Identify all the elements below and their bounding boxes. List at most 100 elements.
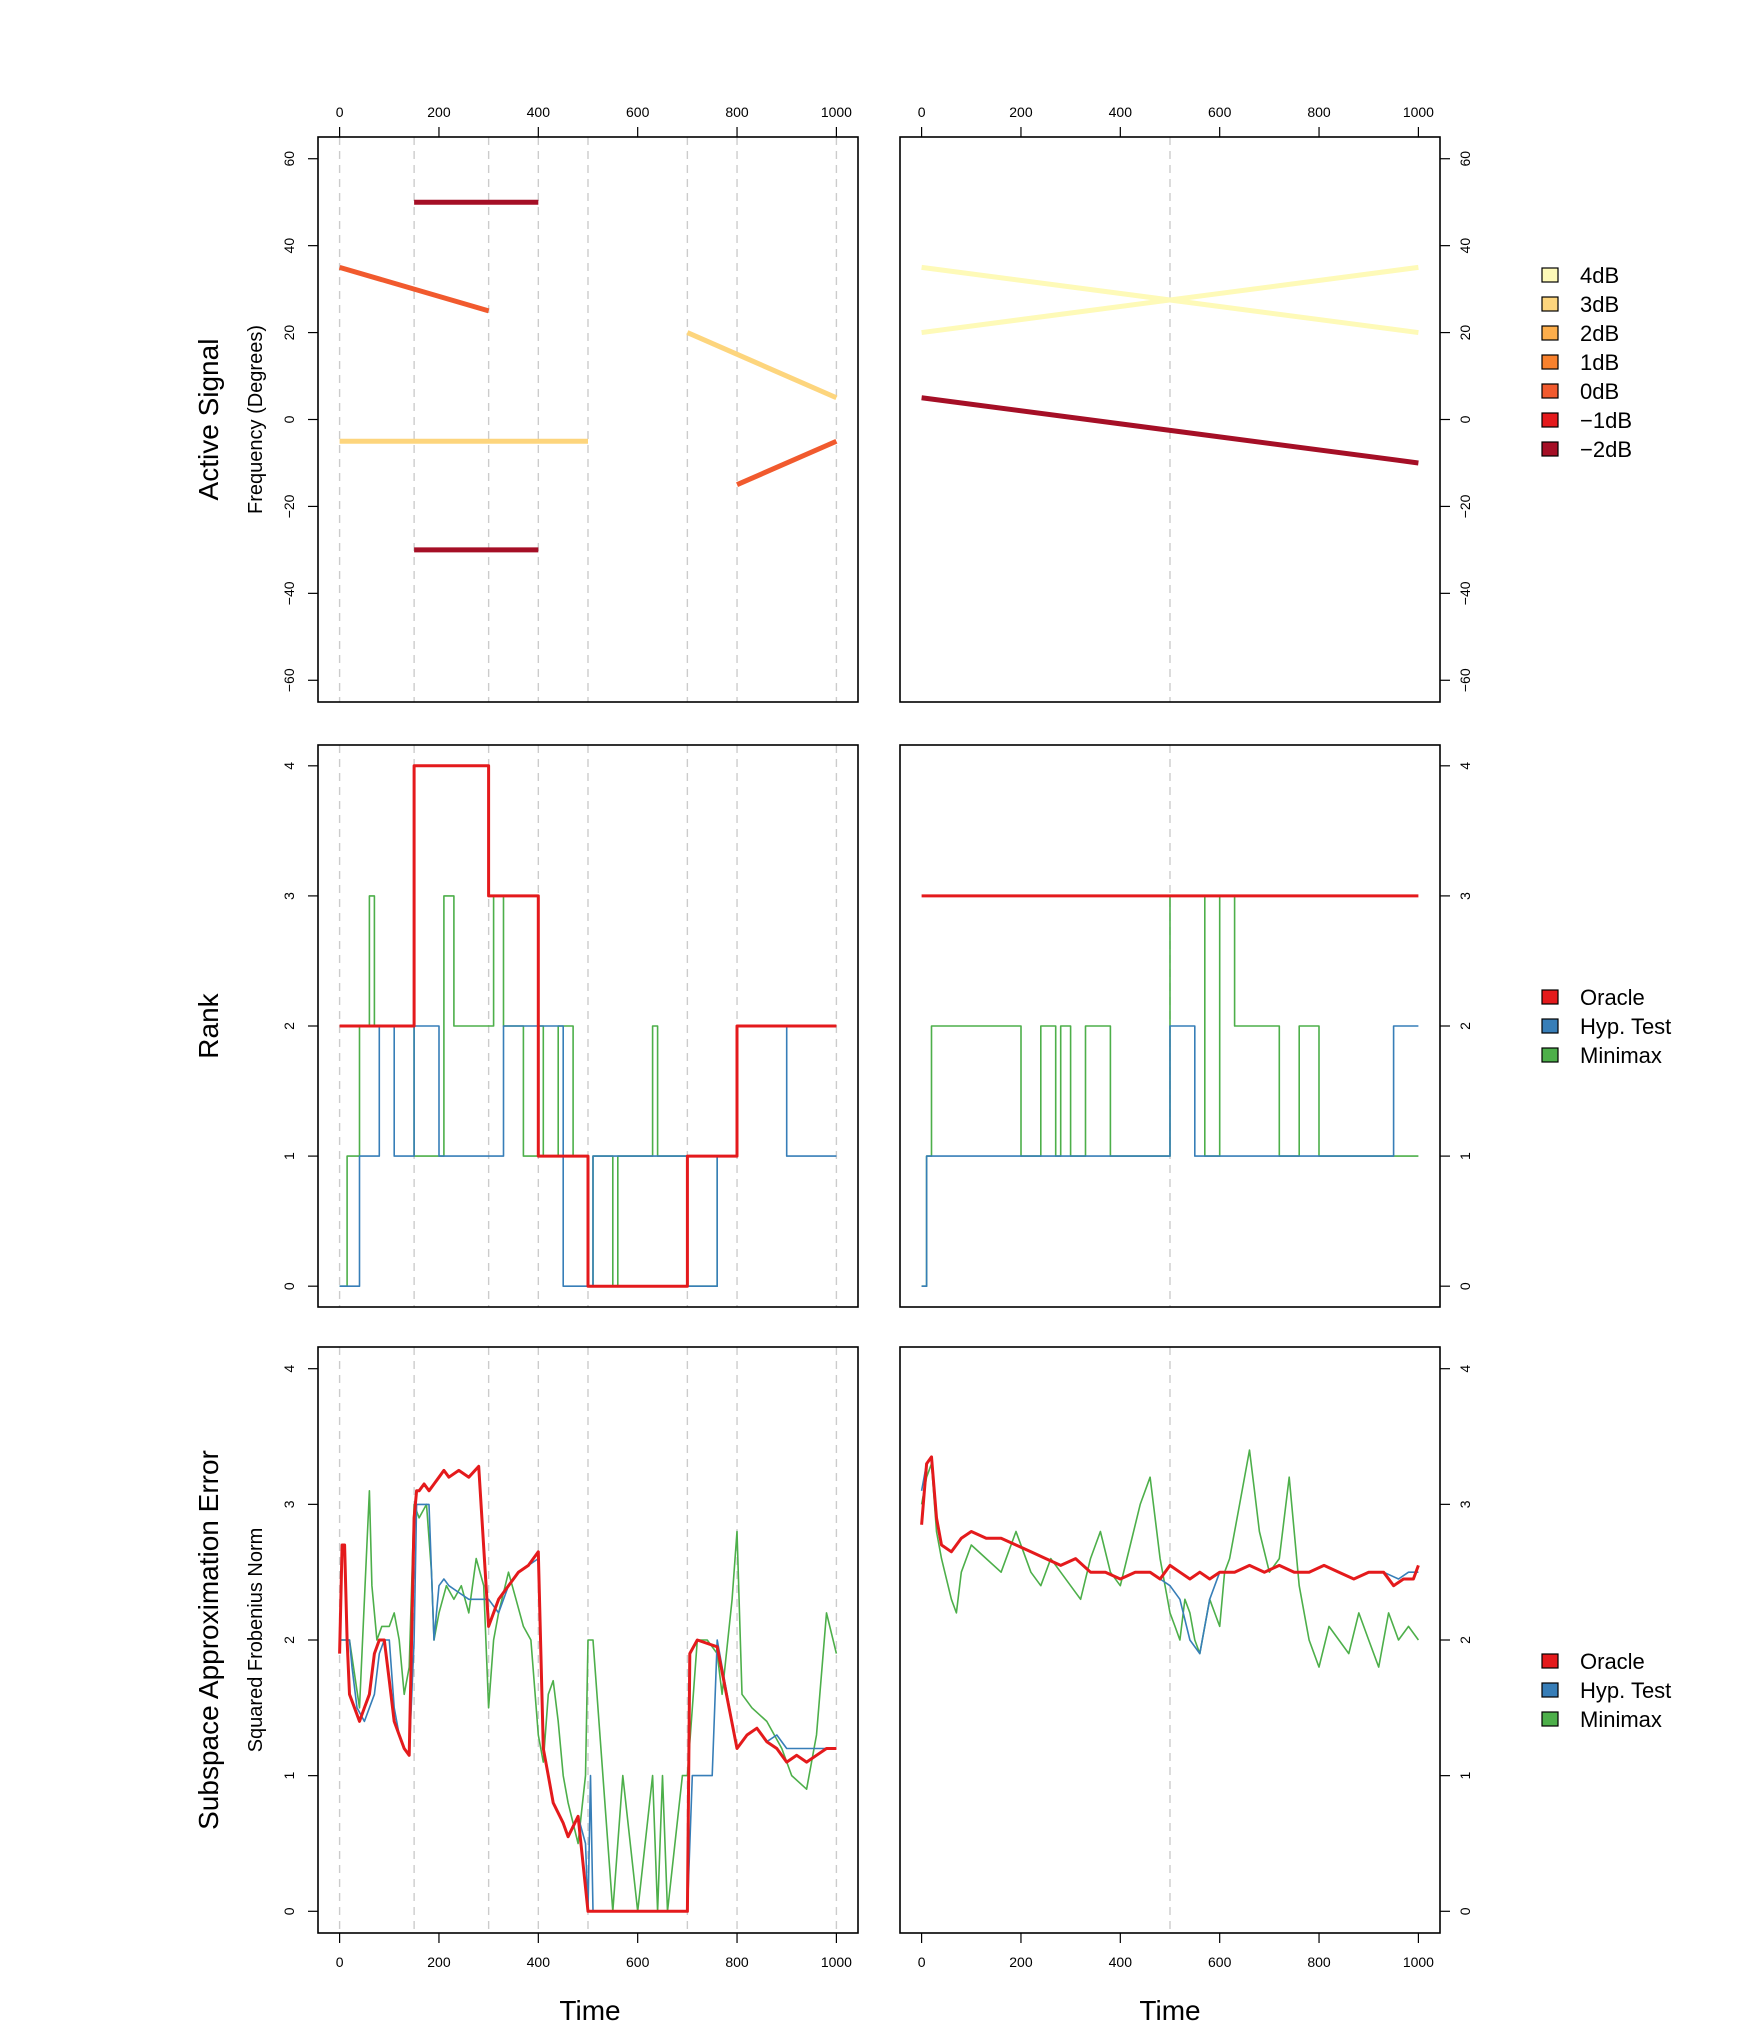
signal-segment [921, 395, 1419, 466]
legend-label: Oracle [1580, 1649, 1645, 1674]
x-tick-label: 200 [1009, 104, 1033, 120]
y-tick-label: −20 [281, 494, 297, 518]
plot-area [338, 199, 838, 553]
y-tick-label: 1 [1457, 1772, 1473, 1780]
y-axis-sublabel: Squared Frobenius Norm [245, 1528, 267, 1753]
y-tick-label: 2 [281, 1022, 297, 1030]
legend-swatch [1541, 1711, 1559, 1727]
x-tick-label: 200 [427, 1954, 451, 1970]
y-tick-label: 2 [1457, 1636, 1473, 1644]
y-tick-label: −20 [1457, 494, 1473, 518]
series-line-minimax [339, 1490, 838, 1913]
y-tick-label: 2 [281, 1636, 297, 1644]
panel-rank-left: 4 3 2 1 0 Rank [193, 744, 859, 1308]
x-tick-label: 200 [427, 104, 451, 120]
signal-segment [686, 330, 838, 401]
panel-error-left: 4 3 2 1 0 0 200 400 600 800 1000 Subspace Approxima… [193, 1346, 859, 1970]
signal-segment [736, 438, 838, 487]
series-line-hyp-test [921, 1025, 1419, 1287]
plot-area [921, 894, 1419, 1287]
y-tick-label: −60 [1457, 668, 1473, 692]
legend-swatch [1541, 989, 1559, 1005]
legend-swatch [1541, 1018, 1559, 1034]
legend-label: 1dB [1580, 350, 1619, 375]
x-tick-label: 0 [918, 1954, 926, 1970]
x-tick-label: 0 [336, 1954, 344, 1970]
x-tick-label: 800 [725, 104, 749, 120]
legend-label: Oracle [1580, 985, 1645, 1010]
x-tick-label: 600 [1208, 104, 1232, 120]
x-tick-label: 0 [336, 104, 344, 120]
x-tick-label: 400 [527, 1954, 551, 1970]
x-tick-label: 400 [1109, 104, 1133, 120]
y-tick-label: 60 [1457, 151, 1473, 167]
panel-rank-right: 4 3 2 1 0 [899, 744, 1473, 1308]
plot-area [338, 1464, 838, 1913]
y-tick-label: 2 [1457, 1022, 1473, 1030]
legend-label: −2dB [1580, 437, 1632, 462]
signal-segment [921, 264, 1419, 336]
x-axis-label-right: Time [1139, 1995, 1200, 2026]
y-tick-label: 0 [1457, 1907, 1473, 1915]
legend-error: Oracle Hyp. Test Minimax [1541, 1649, 1671, 1732]
y-tick-label: 40 [281, 238, 297, 254]
y-tick-label: 4 [281, 762, 297, 770]
y-axis-label: Rank [193, 992, 224, 1058]
plot-area [339, 764, 837, 1288]
legend-swatch [1541, 412, 1559, 428]
legend-label: 4dB [1580, 263, 1619, 288]
x-tick-label: 200 [1009, 1954, 1033, 1970]
y-tick-label: 1 [281, 1772, 297, 1780]
x-tick-label: 800 [725, 1954, 749, 1970]
x-tick-label: 600 [1208, 1954, 1232, 1970]
y-tick-label: 40 [1457, 238, 1473, 254]
legend-swatch [1541, 383, 1559, 399]
y-tick-label: 0 [281, 1907, 297, 1915]
legend-swatch [1541, 325, 1559, 341]
x-tick-label: 800 [1307, 1954, 1331, 1970]
y-tick-label: 3 [281, 1500, 297, 1508]
x-tick-label: 600 [626, 1954, 650, 1970]
y-tick-label: 3 [281, 892, 297, 900]
series-line-oracle [338, 1464, 837, 1913]
legend-label: Minimax [1580, 1707, 1662, 1732]
y-axis-label: Active Signal [193, 339, 224, 501]
y-tick-label: 3 [1457, 892, 1473, 900]
y-tick-label: 4 [1457, 1365, 1473, 1373]
y-tick-label: 4 [1457, 762, 1473, 770]
y-tick-label: 0 [281, 415, 297, 423]
plot-area [921, 264, 1419, 466]
legend-swatch [1541, 1682, 1559, 1698]
series-line-minimax [920, 1449, 1420, 1668]
legend-label: 3dB [1580, 292, 1619, 317]
y-tick-label: −40 [1457, 581, 1473, 605]
y-tick-label: −60 [281, 668, 297, 692]
legend-rank: Oracle Hyp. Test Minimax [1541, 985, 1671, 1068]
y-tick-label: 0 [1457, 1282, 1473, 1290]
y-tick-label: 0 [281, 1282, 297, 1290]
legend-label: Minimax [1580, 1043, 1662, 1068]
series-line-oracle [920, 1455, 1420, 1588]
legend-swatch [1541, 1047, 1559, 1063]
plot-area [920, 1449, 1420, 1668]
x-tick-label: 1000 [1403, 104, 1434, 120]
y-tick-label: 3 [1457, 1500, 1473, 1508]
y-tick-label: 1 [1457, 1152, 1473, 1160]
signal-segment [338, 264, 490, 314]
y-axis-sublabel: Frequency (Degrees) [245, 325, 267, 514]
legend-swatch [1541, 1653, 1559, 1669]
panel-error-right: 4 3 2 1 0 0 200 400 600 800 1000 [899, 1346, 1473, 1970]
legend-signal: 4dB 3dB 2dB 1dB 0dB −1dB −2dB [1541, 263, 1632, 462]
x-tick-label: 400 [1109, 1954, 1133, 1970]
y-tick-label: 60 [281, 151, 297, 167]
x-tick-label: 400 [527, 104, 551, 120]
y-tick-label: 1 [281, 1152, 297, 1160]
legend-swatch [1541, 267, 1559, 283]
legends: 4dB 3dB 2dB 1dB 0dB −1dB −2dB Oracle Hyp. Test Mi… [1541, 263, 1671, 1732]
y-tick-label: 0 [1457, 415, 1473, 423]
legend-label: −1dB [1580, 408, 1632, 433]
